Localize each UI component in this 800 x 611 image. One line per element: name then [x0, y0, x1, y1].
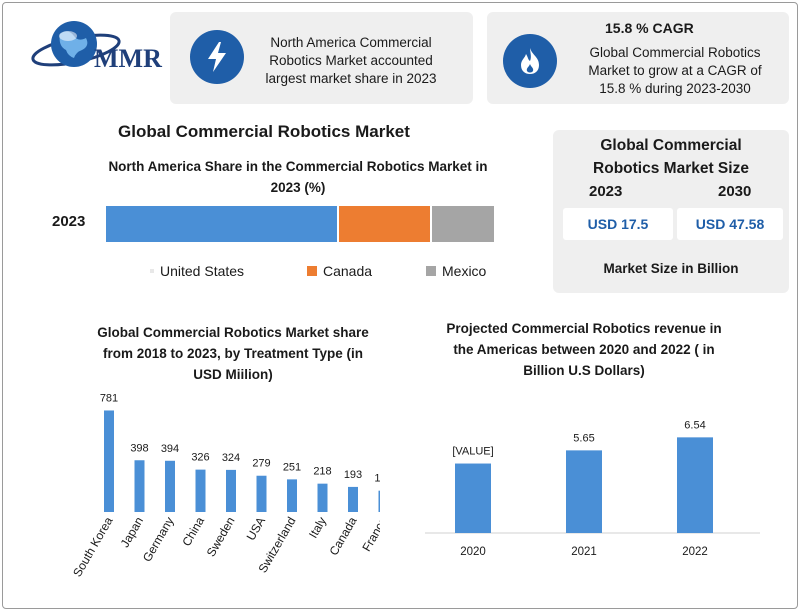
category-label: 2020: [460, 546, 486, 558]
market-size-footer: Market Size in Billion: [603, 261, 739, 276]
share-chart-row-label: 2023: [52, 213, 86, 230]
category-label: China: [179, 514, 207, 548]
bar: [104, 410, 114, 512]
cagr-title: 15.8 % CAGR: [605, 20, 694, 36]
data-label: 326: [191, 452, 209, 464]
info-card-cagr: 15.8 % CAGR Global Commercial Robotics M…: [487, 12, 789, 104]
bar: [165, 460, 175, 512]
legend-mexico: Mexico: [426, 263, 486, 279]
data-label: 781: [100, 392, 118, 404]
lightning-icon: [190, 30, 244, 84]
category-label: Japan: [118, 515, 146, 550]
legend-swatch: [426, 266, 436, 276]
flame-icon: [503, 34, 557, 88]
market-size-year-2030: 2030: [718, 183, 752, 200]
data-label: 398: [130, 442, 148, 454]
bar: [226, 469, 236, 512]
share-bar-mexico: [431, 206, 494, 242]
revenue-bar-chart: [VALUE] 2020 5.65 2021 6.54 2022: [425, 419, 760, 558]
share-chart-title: North America Share in the Commercial Ro…: [108, 159, 488, 195]
main-title: Global Commercial Robotics Market: [118, 122, 410, 141]
data-label: 164: [374, 473, 380, 485]
data-label: 279: [252, 458, 270, 470]
legend-canada: Canada: [307, 263, 372, 279]
data-label: 251: [283, 461, 301, 473]
bar: [287, 479, 297, 512]
bar: [317, 483, 328, 512]
legend-swatch: [307, 266, 317, 276]
country-chart-title: Global Commercial Robotics Market share …: [97, 325, 369, 382]
data-label: 218: [313, 466, 331, 478]
bar: [566, 450, 602, 533]
legend-label: Canada: [323, 263, 373, 279]
cagr-text: Global Commercial Robotics Market to gro…: [588, 45, 762, 96]
logo: MMR: [28, 14, 168, 80]
market-size-value-2023: USD 17.5: [563, 208, 673, 240]
category-label: Canada: [326, 514, 359, 558]
category-label: USA: [244, 515, 268, 543]
legend-label: United States: [160, 263, 245, 279]
share-chart: [106, 206, 494, 242]
bar: [677, 437, 713, 533]
market-size-panel: Global Commercial Robotics Market Size 2…: [553, 130, 789, 293]
category-label: Sweden: [204, 515, 238, 560]
legend-united-states: United States: [150, 263, 244, 279]
bar: [134, 460, 145, 512]
bar: [195, 469, 206, 512]
bar: [455, 463, 491, 533]
data-label: 5.65: [573, 432, 594, 444]
legend-label: Mexico: [442, 263, 487, 279]
legend-swatch: [150, 269, 154, 273]
info-card-text: North America Commercial Robotics Market…: [265, 35, 437, 86]
bar: [348, 486, 358, 512]
market-size-title: Global Commercial Robotics Market Size: [593, 137, 749, 177]
data-label: 6.54: [684, 419, 705, 431]
data-label: 324: [222, 452, 240, 464]
bar: [378, 490, 380, 512]
data-label: 193: [344, 469, 362, 481]
revenue-chart-title: Projected Commercial Robotics revenue in…: [446, 321, 722, 378]
data-label: 394: [161, 443, 179, 455]
info-card-north-america: North America Commercial Robotics Market…: [170, 12, 473, 104]
data-label: [VALUE]: [452, 446, 493, 458]
market-size-value-2030: USD 47.58: [677, 208, 783, 240]
category-label: South Korea: [70, 514, 116, 579]
bar: [256, 475, 267, 512]
category-label: 2022: [682, 546, 708, 558]
share-bar-united-states: [106, 206, 337, 242]
market-size-year-2023: 2023: [589, 183, 623, 200]
globe-icon: [31, 21, 121, 67]
logo-text: MMR: [94, 44, 162, 73]
category-label: Italy: [306, 515, 329, 541]
category-label: France: [359, 514, 380, 554]
share-bar-canada: [338, 206, 430, 242]
category-label: 2021: [571, 546, 597, 558]
